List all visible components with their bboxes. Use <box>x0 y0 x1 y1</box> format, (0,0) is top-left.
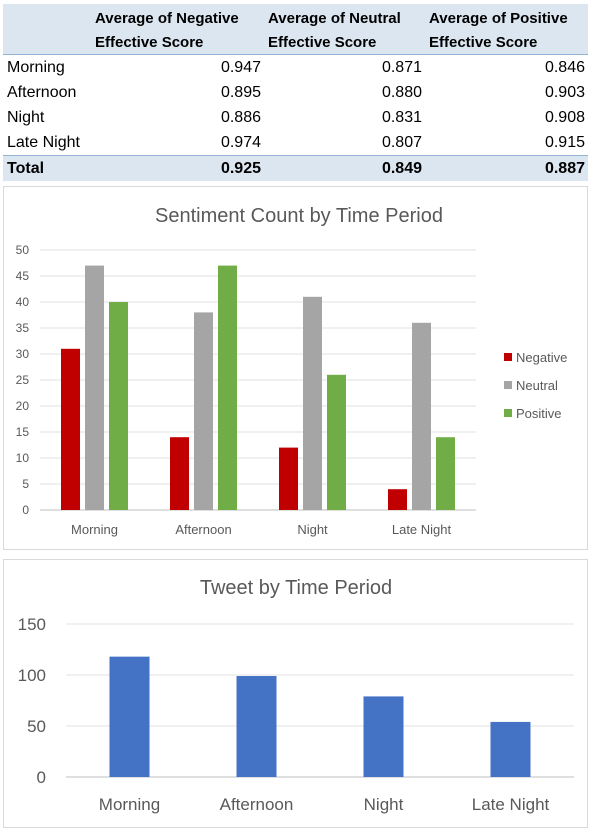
bar <box>236 676 277 777</box>
y-tick-label: 5 <box>22 477 29 491</box>
bar-negative <box>61 348 80 510</box>
bar-negative <box>388 489 407 510</box>
bar-negative <box>170 437 189 510</box>
cell-positive: 0.846 <box>544 59 585 76</box>
bar-neutral <box>194 312 213 510</box>
bar-positive <box>327 374 346 510</box>
y-tick-label: 35 <box>16 321 30 335</box>
cell-positive: 0.903 <box>544 84 585 101</box>
cell-negative: 0.886 <box>220 109 261 126</box>
row-label: Late Night <box>7 134 80 151</box>
cell-neutral: 0.880 <box>381 84 422 101</box>
y-tick-label: 50 <box>16 243 30 257</box>
header-positive: Average of Positive Effective Score <box>429 10 568 51</box>
cell-positive: 0.908 <box>544 109 585 126</box>
bar-neutral <box>85 265 104 510</box>
y-tick-label: 0 <box>37 768 46 787</box>
legend-swatch <box>504 409 512 417</box>
x-tick-label: Late Night <box>472 795 550 814</box>
y-tick-label: 50 <box>27 717 46 736</box>
x-tick-label: Night <box>364 795 404 814</box>
pivot-header-row: Average of Negative Effective Score Aver… <box>3 4 588 55</box>
bar-neutral <box>303 296 322 510</box>
table-row: Morning 0.947 0.871 0.846 <box>3 55 588 80</box>
cell-neutral: 0.831 <box>381 109 422 126</box>
bar <box>363 696 404 777</box>
bar <box>109 656 150 777</box>
total-neutral: 0.849 <box>381 160 422 177</box>
header-neutral: Average of Neutral Effective Score <box>268 10 401 51</box>
x-tick-label: Night <box>297 522 328 537</box>
row-label: Morning <box>7 59 65 76</box>
y-tick-label: 20 <box>16 399 30 413</box>
total-negative: 0.925 <box>220 160 261 177</box>
cell-negative: 0.947 <box>220 59 261 76</box>
cell-positive: 0.915 <box>544 134 585 151</box>
total-label: Total <box>7 160 45 177</box>
y-tick-label: 10 <box>16 451 30 465</box>
y-tick-label: 25 <box>16 373 30 387</box>
x-tick-label: Afternoon <box>175 522 231 537</box>
x-tick-label: Morning <box>71 522 118 537</box>
legend-entry: Positive <box>516 406 562 421</box>
table-row: Late Night 0.974 0.807 0.915 <box>3 130 588 155</box>
cell-negative: 0.974 <box>220 134 261 151</box>
row-label: Afternoon <box>7 84 77 101</box>
cell-neutral: 0.871 <box>381 59 422 76</box>
y-tick-label: 100 <box>18 666 46 685</box>
legend-swatch <box>504 381 512 389</box>
tweet-count-chart: Tweet by Time Period 0 50 100 150 Morning Aft… <box>3 559 588 828</box>
table-row: Night 0.886 0.831 0.908 <box>3 105 588 130</box>
y-tick-label: 40 <box>16 295 30 309</box>
sentiment-count-chart: Sentiment Count by Time Period 0 5 10 15 20 2… <box>3 186 588 550</box>
header-negative: Average of Negative Effective Score <box>95 10 239 51</box>
row-label: Night <box>7 109 45 126</box>
bar-positive <box>109 302 128 510</box>
x-tick-label: Afternoon <box>220 795 294 814</box>
y-tick-label: 150 <box>18 615 46 634</box>
sentiment-count-svg: Sentiment Count by Time Period 0 5 10 15 20 2… <box>16 205 568 537</box>
chart-title: Tweet by Time Period <box>200 577 392 599</box>
cell-neutral: 0.807 <box>381 134 422 151</box>
y-tick-label: 15 <box>16 425 30 439</box>
x-tick-label: Late Night <box>392 522 452 537</box>
y-tick-label: 30 <box>16 347 30 361</box>
bar <box>490 721 531 777</box>
legend-swatch <box>504 353 512 361</box>
bar-neutral <box>412 322 431 510</box>
bar-positive <box>218 265 237 510</box>
y-tick-label: 45 <box>16 269 30 283</box>
cell-negative: 0.895 <box>220 84 261 101</box>
pivot-table: Average of Negative Effective Score Aver… <box>3 4 588 181</box>
bar-positive <box>436 437 455 510</box>
chart-title: Sentiment Count by Time Period <box>155 205 443 227</box>
tweet-count-svg: Tweet by Time Period 0 50 100 150 Morning Aft… <box>18 577 574 814</box>
total-row: Total 0.925 0.849 0.887 <box>3 155 588 181</box>
bar-negative <box>279 447 298 510</box>
table-row: Afternoon 0.895 0.880 0.903 <box>3 80 588 105</box>
y-tick-label: 0 <box>22 503 29 517</box>
total-positive: 0.887 <box>544 160 585 177</box>
legend-entry: Neutral <box>516 378 558 393</box>
legend-entry: Negative <box>516 350 567 365</box>
x-tick-label: Morning <box>99 795 160 814</box>
